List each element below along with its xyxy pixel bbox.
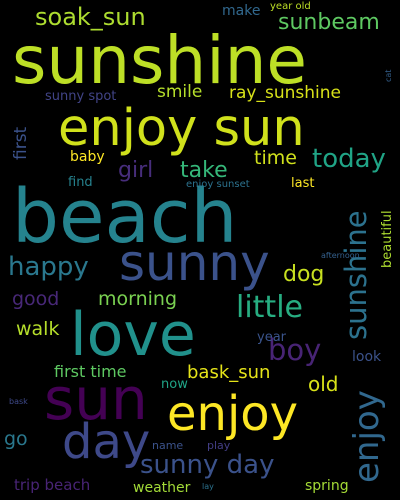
word: beach	[12, 174, 238, 260]
word: first time	[54, 362, 127, 381]
word: sunshine	[339, 210, 373, 340]
word: go	[4, 428, 28, 450]
word: morning	[98, 288, 178, 310]
word: spring	[305, 478, 349, 494]
word: find	[68, 175, 93, 190]
word: afternoon	[321, 251, 360, 260]
word: sunny spot	[45, 89, 117, 104]
word: soak_sun	[35, 3, 146, 31]
word: take	[180, 158, 228, 183]
word: name	[152, 439, 184, 452]
word: bask_sun	[187, 362, 271, 383]
word: smile	[157, 82, 203, 102]
word: cat	[384, 69, 393, 82]
word: happy	[8, 252, 89, 282]
word: look	[352, 349, 382, 365]
word: girl	[118, 158, 154, 183]
word: year old	[270, 1, 311, 12]
word: old	[308, 372, 339, 396]
word: beautiful	[380, 210, 395, 268]
word: bask	[9, 397, 28, 406]
word: love	[70, 300, 196, 370]
word: last	[291, 176, 315, 191]
word: baby	[70, 149, 105, 165]
word: now	[161, 377, 188, 392]
word: enjoy	[347, 390, 387, 483]
word: weather	[133, 480, 191, 496]
word: lay	[202, 482, 214, 491]
word: sunny	[119, 234, 270, 292]
word: ray_sunshine	[229, 83, 341, 103]
word: play	[207, 439, 231, 452]
word: enjoy sun	[58, 99, 305, 158]
word: sun	[44, 365, 148, 433]
word: good	[12, 288, 60, 310]
word: sunbeam	[278, 10, 380, 35]
word: today	[312, 144, 386, 174]
word: walk	[16, 318, 60, 340]
word: dog	[283, 262, 325, 287]
word: day	[62, 414, 151, 470]
word: enjoy sunset	[186, 179, 250, 190]
word: enjoy	[167, 386, 299, 442]
word: sunny day	[140, 450, 275, 480]
word: first	[11, 126, 31, 160]
word: time	[254, 147, 297, 169]
word: trip beach	[14, 476, 91, 494]
word: make	[222, 3, 261, 19]
word: sunshine	[12, 22, 308, 99]
word: little	[236, 290, 303, 325]
word: boy	[268, 333, 322, 367]
word: year	[257, 330, 287, 345]
